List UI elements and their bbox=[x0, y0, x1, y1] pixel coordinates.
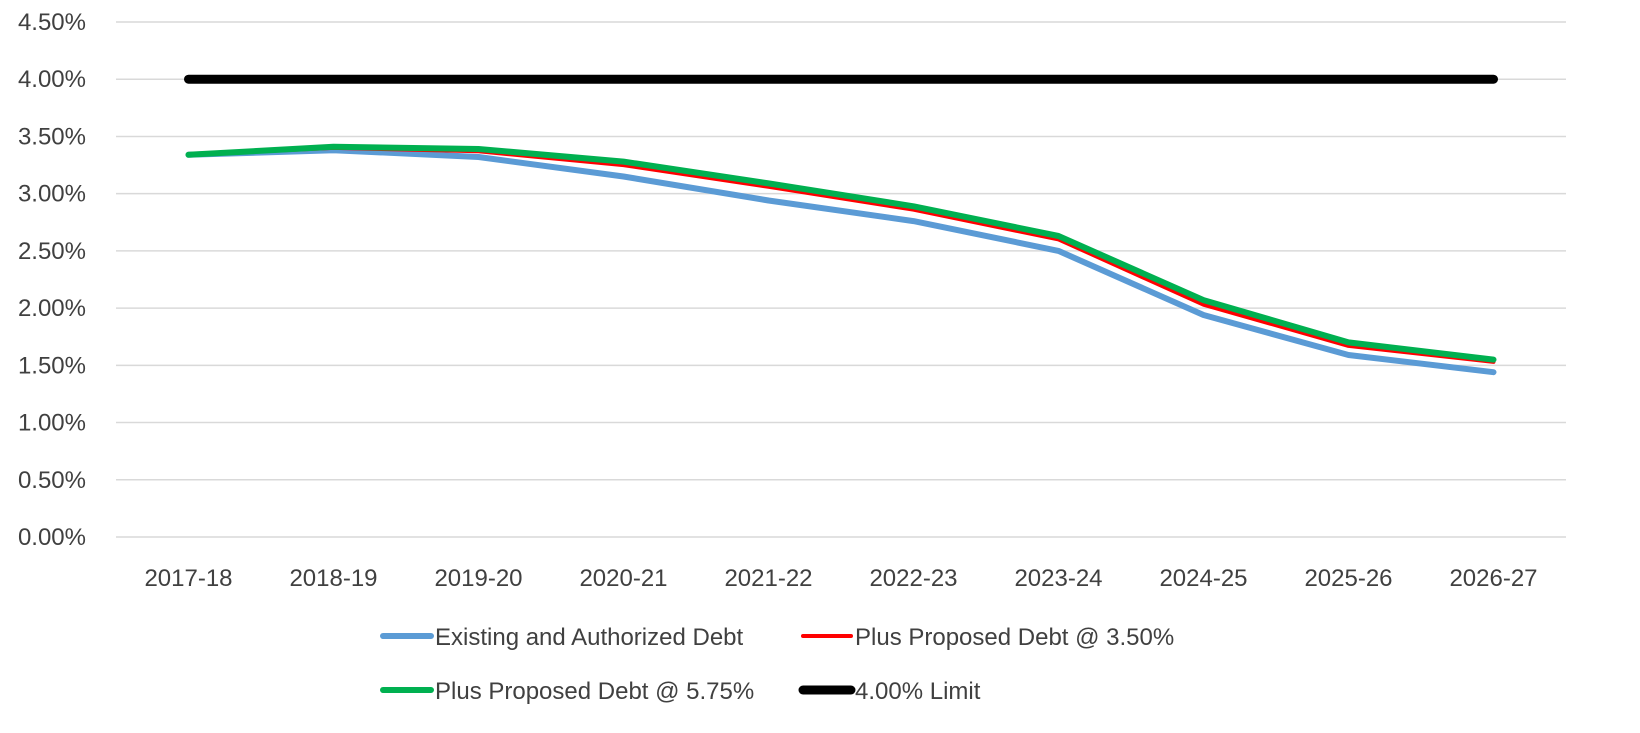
x-tick-label: 2023-24 bbox=[1014, 565, 1102, 592]
y-tick-label: 1.00% bbox=[18, 410, 86, 437]
x-tick-label: 2017-18 bbox=[144, 565, 232, 592]
x-tick-label: 2024-25 bbox=[1159, 565, 1247, 592]
legend: Existing and Authorized Debt Plus Propose… bbox=[380, 624, 1174, 705]
legend-label: Plus Proposed Debt @ 5.75% bbox=[435, 678, 754, 705]
x-tick-label: 2020-21 bbox=[579, 565, 667, 592]
y-axis-tick-labels: 0.00% 0.50% 1.00% 1.50% 2.00% 2.50% 3.00% 3.50%… bbox=[18, 9, 86, 551]
series-line-existing-and-authorized-debt bbox=[185, 147, 1497, 376]
x-tick-label: 2022-23 bbox=[869, 565, 957, 592]
y-tick-label: 3.50% bbox=[18, 123, 86, 150]
x-axis-tick-labels: 2017-18 2018-19 2019-20 2020-21 2021-22 2022-… bbox=[144, 565, 1537, 592]
y-tick-label: 4.50% bbox=[18, 9, 86, 36]
y-tick-label: 0.00% bbox=[18, 524, 86, 551]
series-line-plus-proposed-debt-5-75 bbox=[185, 143, 1497, 363]
x-tick-label: 2021-22 bbox=[724, 565, 812, 592]
x-tick-label: 2018-19 bbox=[289, 565, 377, 592]
y-tick-label: 1.50% bbox=[18, 352, 86, 379]
y-tick-label: 2.50% bbox=[18, 238, 86, 265]
series-lines bbox=[184, 74, 1498, 376]
y-tick-label: 3.00% bbox=[18, 181, 86, 208]
x-tick-label: 2026-27 bbox=[1449, 565, 1537, 592]
legend-label: 4.00% Limit bbox=[855, 678, 981, 705]
y-tick-label: 0.50% bbox=[18, 467, 86, 494]
legend-label: Existing and Authorized Debt bbox=[435, 624, 744, 651]
x-tick-label: 2025-26 bbox=[1304, 565, 1392, 592]
legend-label: Plus Proposed Debt @ 3.50% bbox=[855, 624, 1174, 651]
y-tick-label: 4.00% bbox=[18, 66, 86, 93]
y-tick-label: 2.00% bbox=[18, 295, 86, 322]
gridlines bbox=[116, 21, 1566, 538]
x-tick-label: 2019-20 bbox=[434, 565, 522, 592]
